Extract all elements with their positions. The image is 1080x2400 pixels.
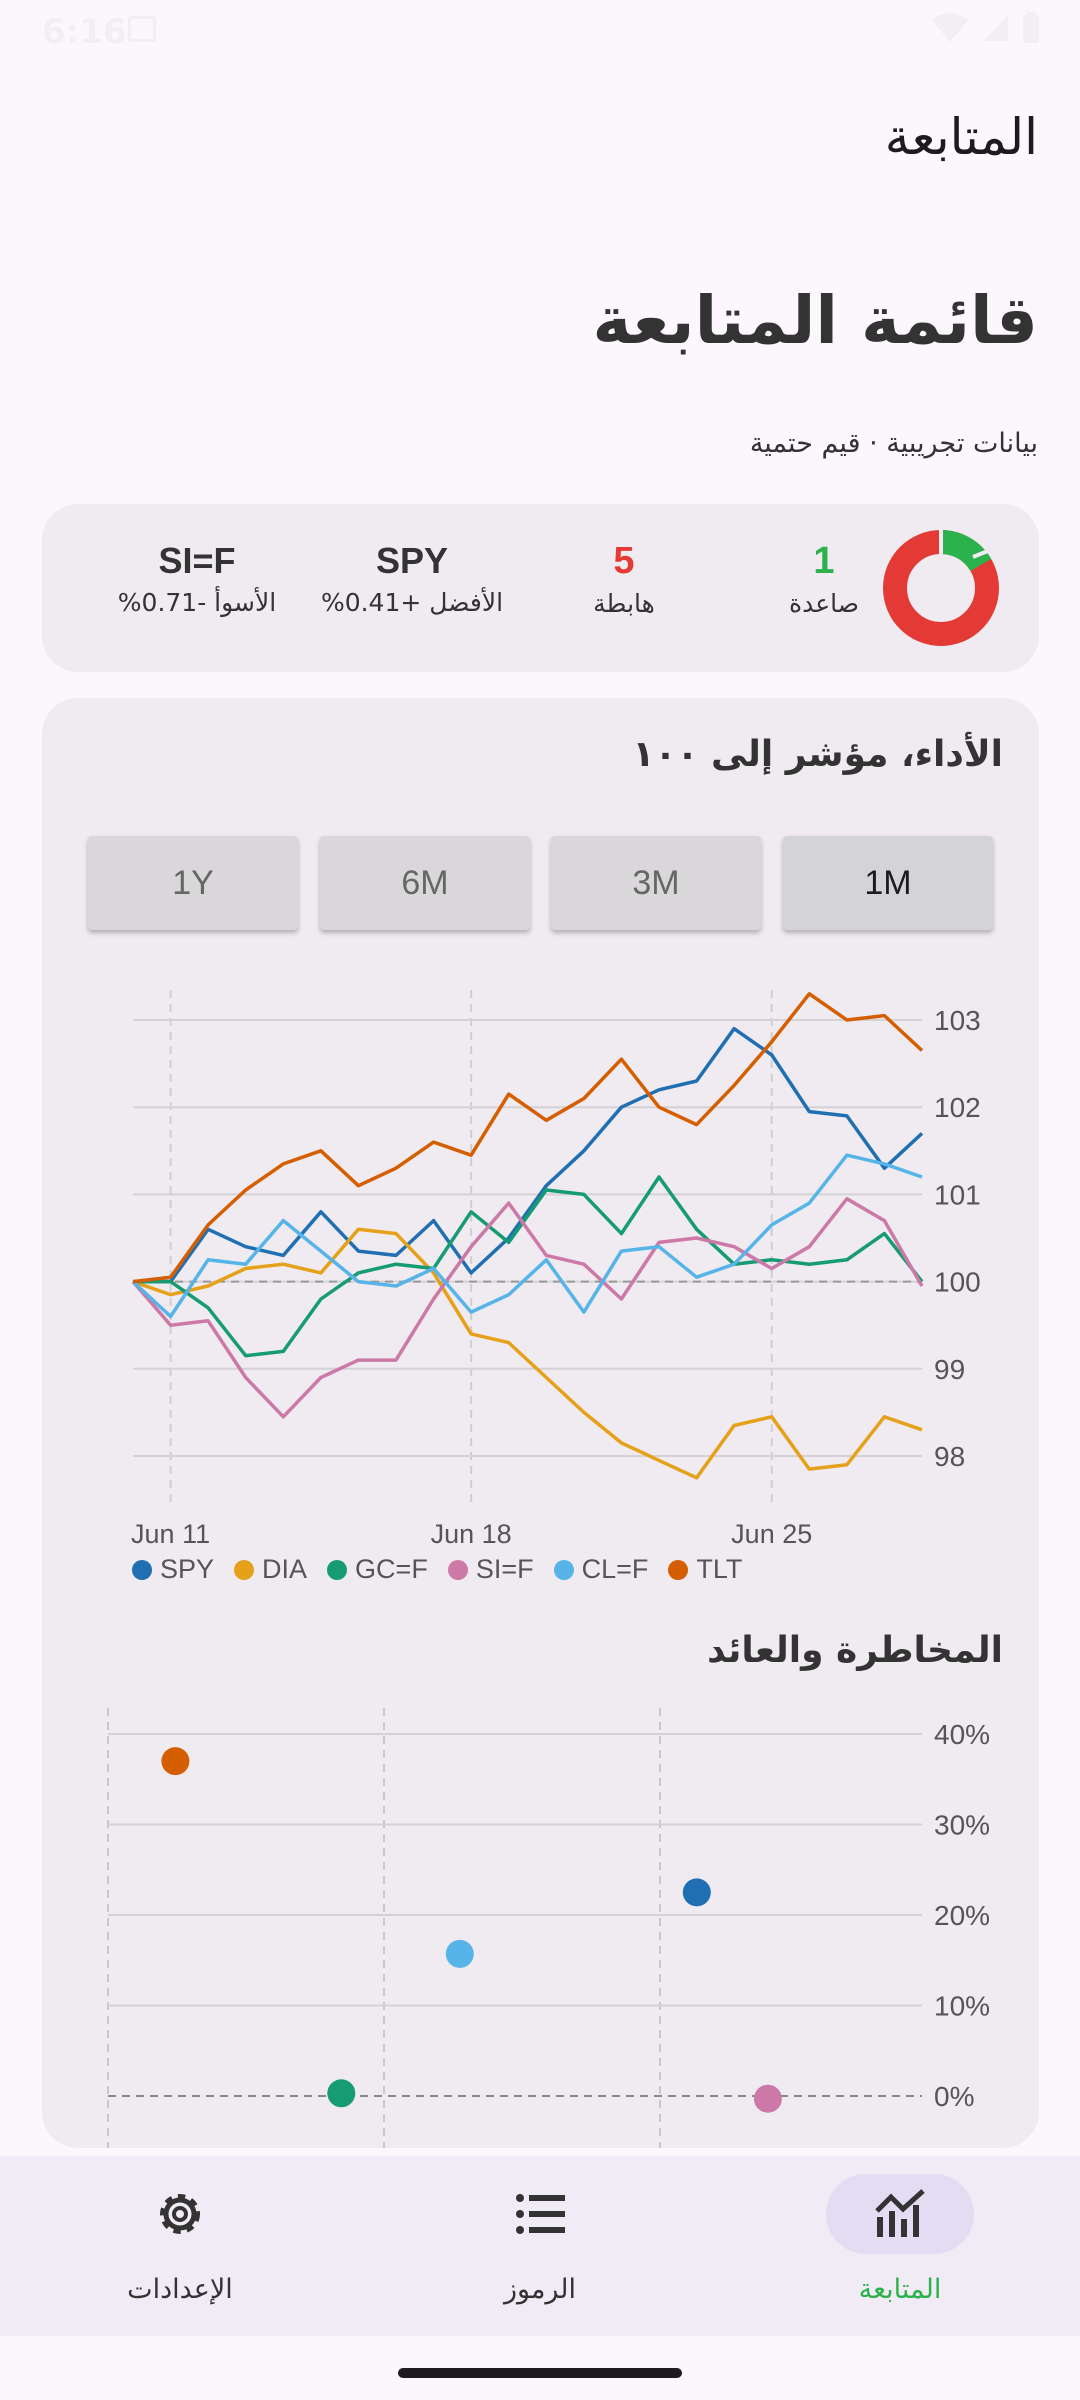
legend-dot [553,1559,574,1580]
range-button-1m[interactable]: 1M [783,836,993,930]
series-line-dia [132,1227,923,1480]
up-label: صاعدة [789,589,859,618]
legend-label: TLT [696,1554,743,1584]
risk-return-scatter-chart: 40% 30% 20% 10% 0% [107,1708,990,2148]
worst-label: الأسوأ -0.71% [117,588,277,617]
nav-settings-pill[interactable] [106,2174,254,2254]
y-tick-label: 100 [934,1267,981,1298]
status-bar: 6:16 [0,0,1080,60]
y-tick-label: 98 [934,1441,965,1472]
legend-item: DIA [234,1554,307,1585]
performance-card: الأداء، مؤشر إلى ١٠٠ 1Y 6M 3M 1M Jun 11 J… [42,698,1039,2148]
worst-symbol: SI=F [158,540,236,581]
series-line-spy [133,1026,924,1284]
legend-item: TLT [668,1554,742,1585]
nav-symbols[interactable]: الرموز [390,2174,690,2305]
scatter-y-tick-label: 30% [934,1810,990,1841]
performance-line-chart: Jun 11 Jun 18 Jun 25 98 99 100 101 102 103 [131,990,981,1549]
page-subtitle: بيانات تجريبية · قيم حتمية [749,428,1038,459]
scatter-y-tick-label: 10% [934,1991,990,2022]
up-count: 1 [813,540,835,582]
legend-dot [668,1559,689,1580]
down-count: 5 [613,540,635,582]
scatter-point-gcf [327,2079,356,2108]
legend-label: SPY [160,1554,215,1584]
scatter-y-tick-label: 0% [934,2081,974,2112]
scatter-point-sif [753,2084,782,2113]
series-line-gcf [133,1175,924,1358]
risk-title: المخاطرة والعائد [707,1630,1003,1671]
best-symbol: SPY [375,540,449,581]
battery-icon [1023,12,1039,43]
nav-watchlist[interactable]: المتابعة [750,2174,1050,2305]
scatter-point-clf [445,1939,474,1968]
status-time: 6:16 [42,12,127,52]
legend-dot [234,1559,255,1580]
nav-symbols-label: الرموز [503,2274,577,2305]
legend-label: CL=F [581,1554,649,1584]
worst-stat: SI=F الأسوأ -0.71% [97,540,297,617]
gear-icon [160,2194,200,2234]
range-button-6m[interactable]: 6M [320,836,530,930]
series-line-tlt [132,992,924,1284]
series-line-clf [131,1153,923,1319]
legend-item: SPY [132,1554,214,1585]
legend-item: GC=F [327,1554,428,1585]
down-stat: 5 هابطة [569,540,679,618]
legend-dot [132,1559,152,1580]
nav-settings-label: الإعدادات [127,2274,233,2305]
scatter-point-tlt [161,1747,190,1776]
y-tick-label: 99 [934,1354,965,1385]
scatter-y-tick-label: 40% [934,1719,990,1750]
best-stat: SPY الأفضل +0.41% [312,540,512,617]
legend-label: DIA [262,1554,308,1584]
nav-settings[interactable]: الإعدادات [30,2174,330,2305]
range-button-1y[interactable]: 1Y [88,836,298,930]
bottom-nav: الإعدادات الرموز المتابعة [0,2156,1080,2336]
legend-item: SI=F [447,1554,534,1585]
app-title: المتابعة [884,108,1038,166]
summary-card: 1 صاعدة 5 هابطة SPY الأفضل +0.41% SI=F ا… [42,504,1039,672]
x-tick-label: Jun 25 [731,1519,812,1549]
legend-dot [327,1559,348,1580]
wifi-icon [932,13,968,42]
range-tabs: 1Y 6M 3M 1M [88,836,998,932]
y-tick-label: 102 [934,1092,981,1123]
y-tick-label: 103 [934,1005,981,1036]
signal-icon [984,15,1008,41]
nav-watchlist-pill[interactable] [826,2174,974,2254]
best-label: الأفضل +0.41% [320,588,504,617]
series-line-sif [131,1197,924,1419]
page-title: قائمة المتابعة [592,282,1038,359]
up-stat: 1 صاعدة [779,540,869,618]
chart-legend: SPY DIA GC=F SI=F CL=F TLT [132,1554,742,1585]
scatter-point-spy [682,1878,711,1907]
range-button-3m[interactable]: 3M [551,836,761,930]
up-down-donut-chart [883,530,999,646]
legend-label: SI=F [475,1554,534,1584]
scatter-y-tick-label: 20% [934,1900,990,1931]
down-label: هابطة [593,589,655,618]
nav-watchlist-label: المتابعة [858,2274,942,2305]
legend-item: CL=F [553,1554,649,1585]
home-indicator[interactable] [398,2368,682,2378]
performance-title: الأداء، مؤشر إلى ١٠٠ [632,734,1004,775]
x-tick-label: Jun 11 [131,1519,210,1549]
list-icon [516,2194,565,2234]
chart-icon [875,2189,925,2237]
x-tick-label: Jun 18 [431,1519,512,1549]
nav-symbols-pill[interactable] [466,2174,614,2254]
legend-label: GC=F [355,1554,428,1584]
status-icons [930,12,1040,44]
y-tick-label: 101 [934,1179,981,1210]
legend-dot [447,1559,468,1580]
notification-icon [128,16,156,42]
